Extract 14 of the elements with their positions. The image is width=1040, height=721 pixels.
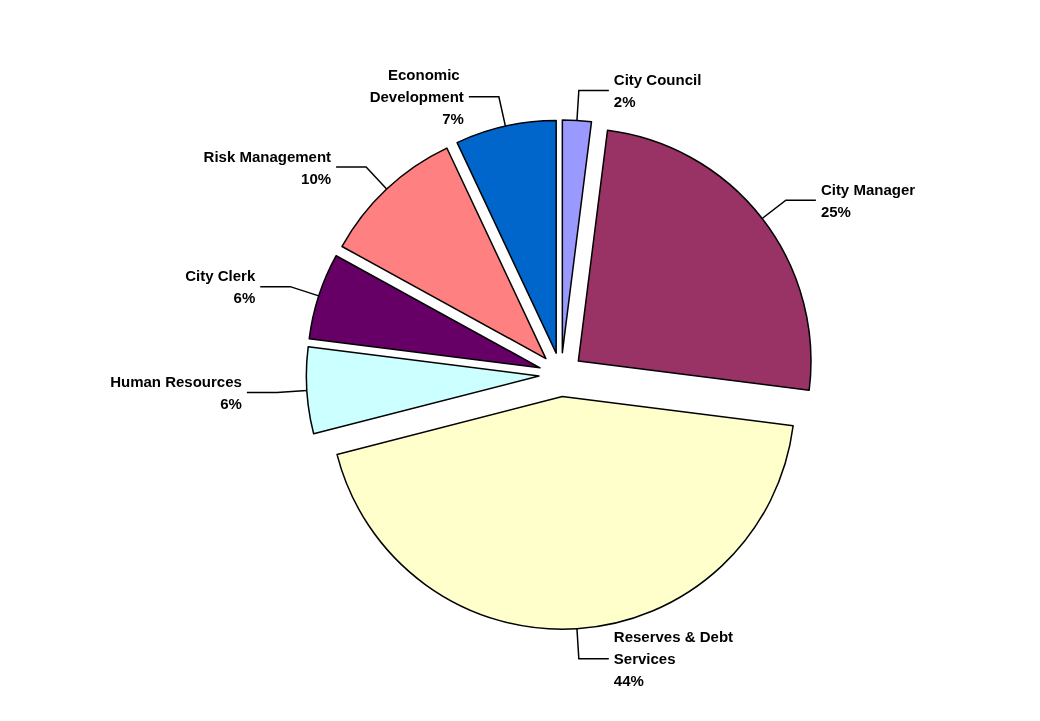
slice-label: Economic Development <box>369 66 464 106</box>
slice-label: City Clerk <box>185 267 256 285</box>
slice-label: Risk Management <box>203 147 332 165</box>
data-label: 6% <box>220 394 242 412</box>
slice-label: Human Resources <box>110 372 242 390</box>
data-label: 7% <box>442 110 464 128</box>
data-label: 10% <box>301 169 332 187</box>
data-label: 6% <box>233 289 256 307</box>
slice-label: Reserves & Debt Services <box>613 628 738 668</box>
data-label: 25% <box>820 202 851 220</box>
slice-label: City Council <box>613 71 702 89</box>
data-label: 2% <box>613 93 636 111</box>
data-label: 44% <box>613 672 644 690</box>
slice-label: City Manager <box>820 180 916 198</box>
